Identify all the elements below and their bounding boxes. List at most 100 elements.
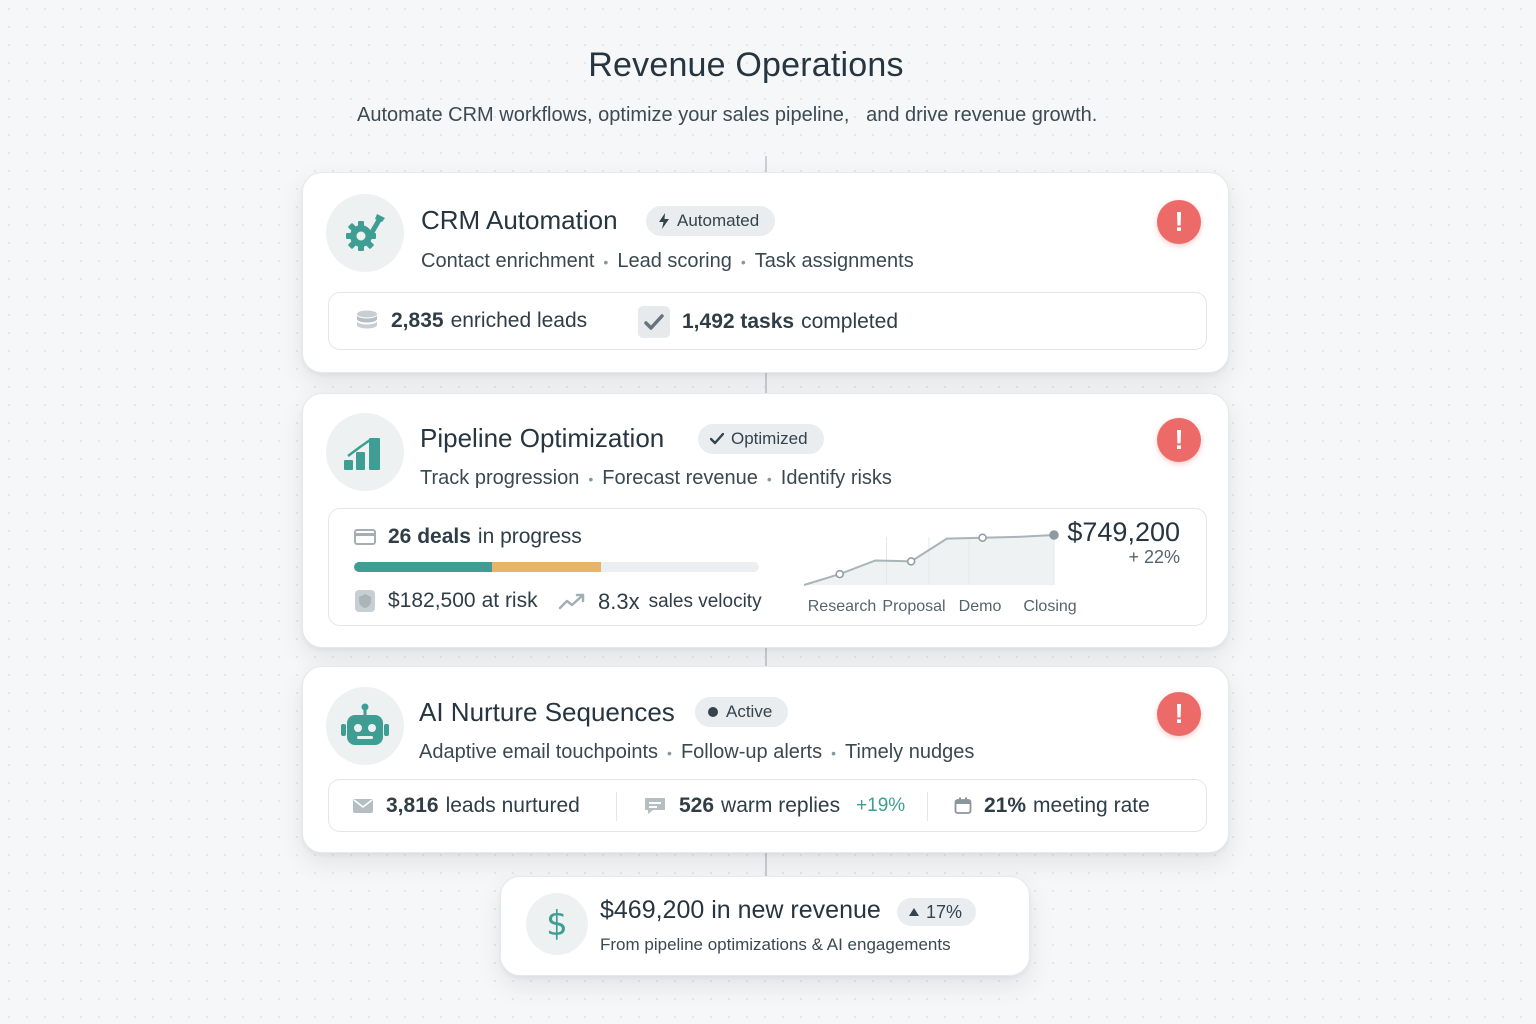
feature-item: Contact enrichment bbox=[421, 250, 595, 272]
dot-separator: • bbox=[603, 253, 609, 270]
revenue-summary-card[interactable]: $ $469,200 in new revenue 17% From pipel… bbox=[500, 876, 1030, 976]
pipeline-icon-circle bbox=[326, 413, 404, 491]
dot-separator: • bbox=[740, 253, 746, 270]
stat-divider bbox=[927, 792, 928, 821]
stat-label: meeting rate bbox=[1033, 794, 1150, 817]
pipeline-alert-icon[interactable]: ! bbox=[1157, 418, 1201, 462]
stat-value: 8.3x bbox=[598, 589, 640, 614]
progress-risk-segment bbox=[491, 562, 602, 572]
chart-point bbox=[978, 533, 987, 542]
crm-features: Contact enrichment • Lead scoring • Task… bbox=[421, 250, 914, 273]
warm-replies-stat: 526 warm replies +19% bbox=[643, 794, 905, 818]
triangle-up-icon bbox=[909, 908, 919, 916]
flow-connector bbox=[765, 373, 767, 393]
crm-automation-card[interactable]: CRM Automation Automated ! Contact enric… bbox=[302, 172, 1229, 373]
flow-connector bbox=[765, 853, 767, 876]
crm-icon-circle bbox=[326, 194, 404, 272]
mail-icon bbox=[353, 799, 373, 813]
pipeline-stats-panel: 26 deals in progress $182,500 at risk bbox=[328, 508, 1207, 626]
dollar-icon: $ bbox=[546, 904, 568, 944]
chat-icon bbox=[645, 798, 665, 814]
crm-stats-panel: 2,835 enriched leads 1,492 tasks complet… bbox=[328, 292, 1207, 350]
summary-change-value: 17% bbox=[926, 901, 963, 922]
crm-badge-label: Automated bbox=[677, 211, 760, 230]
nurture-status-badge: Active bbox=[695, 697, 789, 727]
nurture-title: AI Nurture Sequences bbox=[419, 697, 675, 727]
nurture-alert-icon[interactable]: ! bbox=[1157, 692, 1201, 736]
chart-series-line bbox=[803, 534, 1055, 586]
feature-item: Identify risks bbox=[780, 467, 892, 489]
shield-icon bbox=[355, 590, 375, 612]
check-icon bbox=[710, 433, 724, 445]
summary-headline: $469,200 in new revenue bbox=[600, 896, 881, 924]
at-risk-stat: $182,500 at risk bbox=[354, 589, 538, 613]
stat-label: at risk bbox=[481, 589, 538, 612]
page-title: Revenue Operations bbox=[588, 46, 904, 84]
stat-value: 2,835 bbox=[391, 309, 444, 332]
dot-separator: • bbox=[831, 744, 837, 761]
feature-item: Forecast revenue bbox=[602, 467, 758, 489]
feature-item: Track progression bbox=[420, 467, 580, 489]
summary-change-badge: 17% bbox=[897, 898, 977, 926]
stat-value: 3,816 bbox=[386, 794, 439, 817]
feature-item: Adaptive email touchpoints bbox=[419, 741, 659, 763]
ai-nurture-card[interactable]: AI Nurture Sequences Active ! Adaptive e… bbox=[302, 666, 1229, 853]
chart-point bbox=[835, 569, 844, 579]
database-icon bbox=[357, 310, 377, 329]
calendar-icon bbox=[954, 797, 972, 814]
stat-divider bbox=[616, 792, 617, 821]
forecast-change: + 22% bbox=[1128, 547, 1180, 567]
gear-icon bbox=[346, 214, 385, 251]
flow-connector bbox=[765, 156, 767, 172]
chart-category-label: Research bbox=[808, 598, 876, 615]
nurture-features: Adaptive email touchpoints • Follow-up a… bbox=[419, 741, 974, 764]
nurture-icon-circle bbox=[326, 687, 404, 765]
trend-icon bbox=[558, 593, 585, 610]
flow-connector bbox=[765, 648, 767, 666]
summary-icon-circle: $ bbox=[526, 893, 588, 955]
page-header: Revenue Operations Automate CRM workflow… bbox=[0, 46, 1536, 126]
stat-label: leads nurtured bbox=[445, 794, 580, 817]
stat-label: sales velocity bbox=[648, 591, 762, 612]
dot-separator: • bbox=[667, 744, 672, 761]
chart-category-label: Closing bbox=[1023, 598, 1076, 615]
stat-value: 21% bbox=[984, 794, 1027, 817]
pipeline-forecast-chart: Research Proposal Demo Closing bbox=[803, 530, 1077, 615]
chart-point bbox=[906, 557, 916, 566]
crm-title: CRM Automation bbox=[421, 205, 618, 235]
stat-value: 526 bbox=[679, 794, 715, 817]
stat-value: $182,500 bbox=[388, 589, 476, 612]
bar-chart-icon bbox=[344, 438, 380, 470]
deals-in-progress-stat: 26 deals in progress bbox=[354, 525, 582, 549]
feature-item: Lead scoring bbox=[617, 250, 732, 272]
nurture-stats-panel: 3,816 leads nurtured 526 warm replies +1… bbox=[328, 779, 1207, 832]
chart-category-label: Proposal bbox=[882, 598, 945, 615]
replies-delta: +19% bbox=[856, 795, 906, 816]
deals-progress-bar bbox=[354, 562, 759, 572]
stat-label: in progress bbox=[477, 525, 582, 548]
stat-value: 26 deals bbox=[388, 525, 471, 548]
card-icon bbox=[354, 529, 376, 545]
pipeline-features: Track progression • Forecast revenue • I… bbox=[420, 467, 892, 490]
stat-label: warm replies bbox=[721, 794, 841, 817]
dot-separator: • bbox=[766, 470, 772, 487]
stat-value: 1,492 tasks bbox=[682, 310, 795, 333]
chart-point bbox=[1049, 530, 1059, 540]
feature-item: Timely nudges bbox=[845, 741, 975, 763]
leads-nurtured-stat: 3,816 leads nurtured bbox=[352, 794, 580, 818]
progress-healthy-segment bbox=[354, 562, 492, 572]
page-subtitle: Automate CRM workflows, optimize your sa… bbox=[357, 104, 1098, 126]
status-dot-icon bbox=[708, 707, 718, 717]
lightning-icon bbox=[659, 213, 669, 229]
forecast-amount: $749,200 bbox=[1067, 517, 1180, 547]
stat-label: enriched leads bbox=[450, 309, 588, 332]
enriched-leads-stat: 2,835 enriched leads bbox=[355, 309, 587, 333]
check-icon bbox=[638, 306, 670, 338]
pipeline-title: Pipeline Optimization bbox=[420, 423, 665, 453]
pipeline-badge-label: Optimized bbox=[731, 429, 808, 448]
sales-velocity-stat: 8.3x sales velocity bbox=[558, 589, 762, 615]
summary-caption: From pipeline optimizations & AI engagem… bbox=[600, 935, 951, 954]
pipeline-optimization-card[interactable]: Pipeline Optimization Optimized ! Track … bbox=[302, 393, 1229, 648]
crm-alert-icon[interactable]: ! bbox=[1157, 200, 1201, 244]
crm-status-badge: Automated bbox=[646, 206, 776, 236]
